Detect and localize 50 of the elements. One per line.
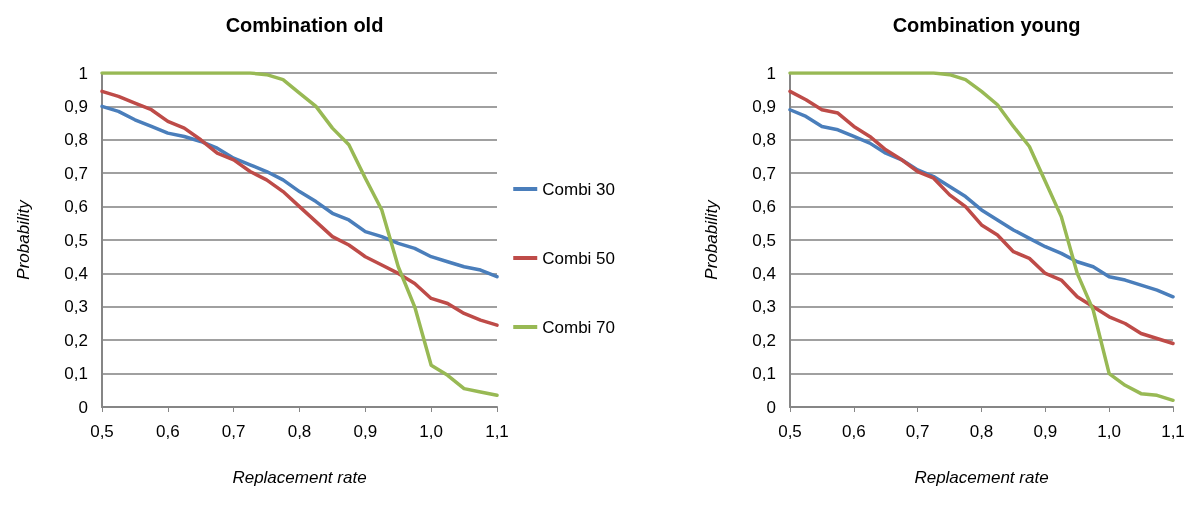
y-tick-label: 0,4 <box>64 263 88 283</box>
line-series <box>788 71 1175 403</box>
x-tick-label: 1,0 <box>419 422 443 441</box>
x-tick-label: 0,6 <box>156 422 180 441</box>
y-axis-title: Probability <box>702 198 721 280</box>
chart-title: Combination young <box>892 14 1081 36</box>
y-tick-label: 0,3 <box>64 297 88 317</box>
x-tick-label: 0,7 <box>221 422 246 441</box>
y-tick-label: 1 <box>766 63 776 83</box>
y-tick-label: 0,6 <box>64 197 88 217</box>
x-tick-label: 0,5 <box>778 422 802 441</box>
x-tick-label: 1,1 <box>485 422 509 441</box>
line-series <box>100 104 499 279</box>
y-tick-label: 0,5 <box>64 230 88 250</box>
y-tick-label: 1 <box>78 63 88 83</box>
y-tick-label: 0,2 <box>64 330 88 350</box>
y-tick-label: 0,1 <box>752 364 776 384</box>
line-series <box>788 89 1175 346</box>
legend-label: Combi 50 <box>542 248 616 268</box>
x-tick-label: 1,1 <box>1161 422 1185 441</box>
x-tick-label: 1,0 <box>1097 422 1121 441</box>
y-tick-label: 0,7 <box>752 163 776 183</box>
x-tick-label: 0,8 <box>287 422 312 441</box>
x-tick-label: 0,8 <box>969 422 994 441</box>
x-axis-title: Replacement rate <box>914 468 1049 487</box>
y-tick-label: 0,9 <box>752 96 776 116</box>
legend-label: Combi 70 <box>542 317 616 337</box>
y-tick-label: 0,8 <box>64 130 88 150</box>
y-tick-label: 0,4 <box>752 263 776 283</box>
y-tick-label: 0,1 <box>64 364 88 384</box>
line-series <box>100 71 499 398</box>
legend-label: Combi 30 <box>542 179 616 199</box>
y-tick-label: 0,7 <box>64 163 88 183</box>
x-tick-label: 0,5 <box>90 422 114 441</box>
line-series <box>100 89 499 327</box>
y-tick-label: 0 <box>78 397 88 417</box>
x-tick-label: 0,9 <box>1033 422 1058 441</box>
chart-title: Combination old <box>225 14 384 36</box>
y-tick-label: 0 <box>766 397 776 417</box>
y-axis-title: Probability <box>14 198 33 280</box>
x-tick-label: 0,7 <box>905 422 930 441</box>
y-tick-label: 0,8 <box>752 130 776 150</box>
y-tick-label: 0,6 <box>752 197 776 217</box>
y-tick-label: 0,9 <box>64 96 88 116</box>
y-tick-label: 0,2 <box>752 330 776 350</box>
y-tick-label: 0,5 <box>752 230 776 250</box>
x-tick-label: 0,6 <box>842 422 866 441</box>
y-tick-label: 0,3 <box>752 297 776 317</box>
x-tick-label: 0,9 <box>353 422 378 441</box>
x-axis-title: Replacement rate <box>232 468 367 487</box>
